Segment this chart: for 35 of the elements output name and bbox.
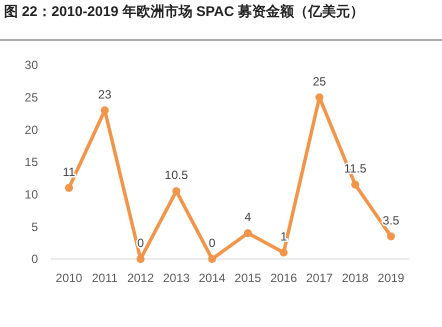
x-tick-label: 2012 bbox=[127, 271, 154, 285]
x-tick-label: 2016 bbox=[270, 271, 298, 285]
data-label: 0 bbox=[208, 236, 216, 250]
data-label: 3.5 bbox=[382, 213, 400, 228]
point bbox=[315, 93, 324, 102]
x-tick-label: 2019 bbox=[378, 271, 405, 285]
point bbox=[65, 184, 73, 192]
y-tick-label: 0 bbox=[31, 252, 38, 266]
point bbox=[208, 255, 216, 263]
point bbox=[172, 187, 180, 196]
y-tick-label: 30 bbox=[24, 58, 38, 72]
y-tick-label: 10 bbox=[24, 188, 38, 202]
chart-title: 图 22：2010-2019 年欧洲市场 SPAC 募资金额（亿美元） bbox=[4, 2, 365, 20]
x-tick-label: 2010 bbox=[56, 271, 83, 285]
x-tick-label: 2015 bbox=[234, 271, 262, 285]
x-tick-label: 2011 bbox=[92, 271, 118, 285]
x-tick-label: 2013 bbox=[162, 271, 190, 285]
point bbox=[280, 248, 288, 257]
data-label: 25 bbox=[312, 74, 326, 88]
point bbox=[351, 180, 360, 189]
data-label: 10.5 bbox=[164, 168, 188, 182]
x-tick-label: 2014 bbox=[198, 271, 226, 285]
y-tick-label: 15 bbox=[24, 155, 38, 170]
y-tick-label: 20 bbox=[24, 122, 38, 137]
data-label: 23 bbox=[98, 87, 112, 102]
y-tick-label: 5 bbox=[31, 220, 38, 234]
data-label: 4 bbox=[244, 210, 252, 224]
point bbox=[244, 229, 252, 238]
x-tick-label: 2017 bbox=[306, 271, 334, 285]
point bbox=[387, 232, 395, 240]
point bbox=[136, 255, 145, 263]
data-label: 11 bbox=[62, 164, 76, 179]
x-tick-label: 2018 bbox=[342, 271, 369, 285]
y-tick-label: 25 bbox=[24, 90, 38, 105]
point bbox=[100, 106, 109, 114]
